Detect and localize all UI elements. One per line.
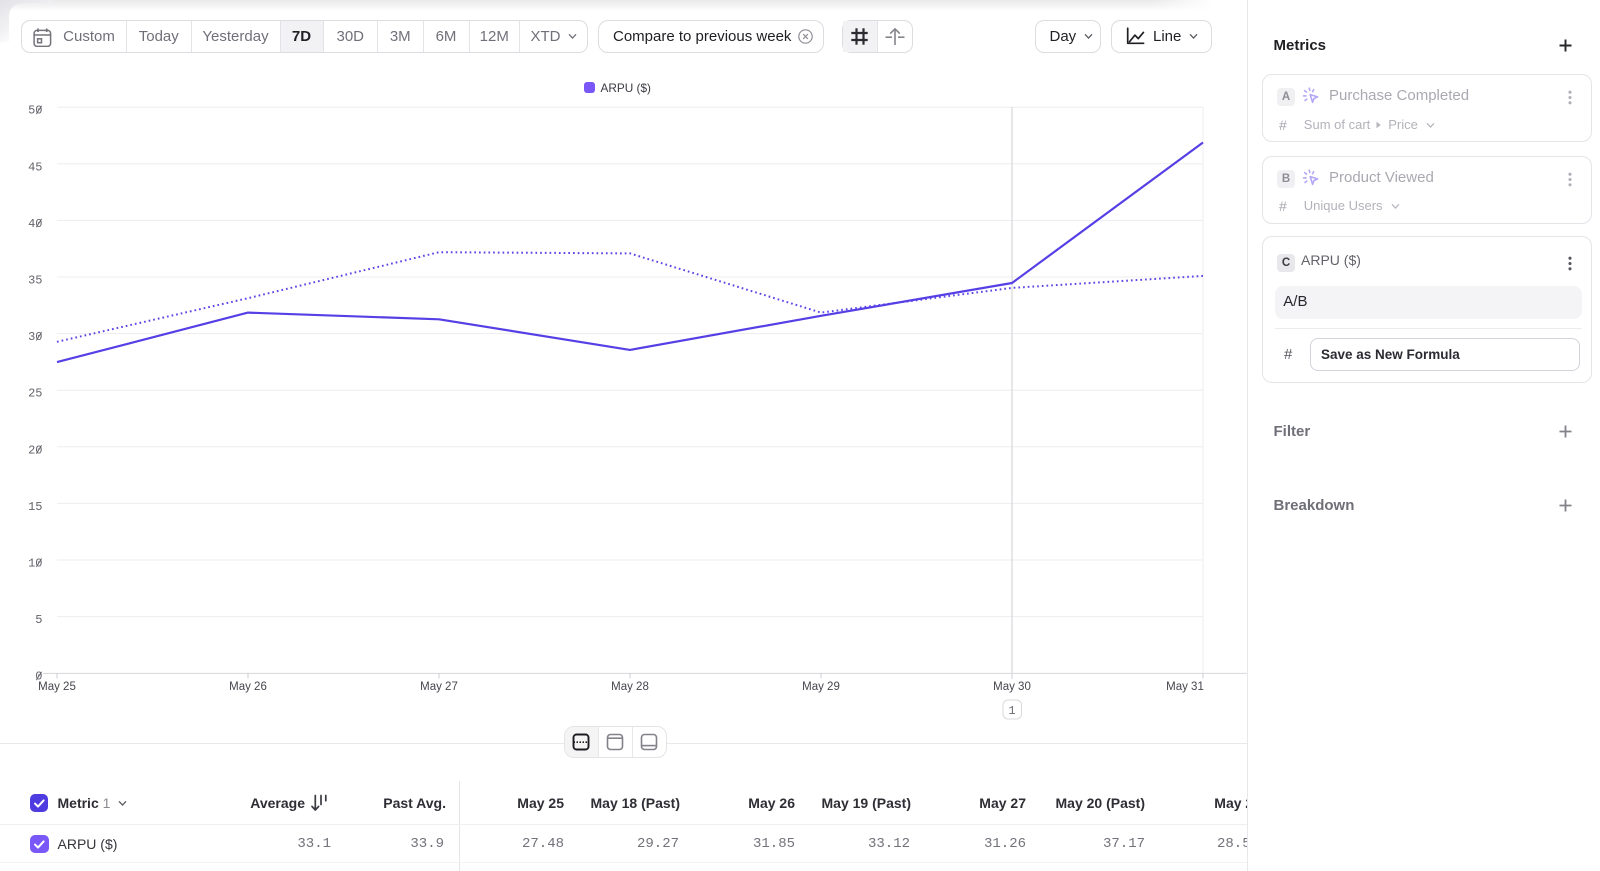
svg-text:May 29: May 29: [802, 681, 840, 693]
svg-text:May 28: May 28: [611, 681, 649, 693]
svg-text:35: 35: [28, 274, 42, 288]
svg-text:30: 30: [28, 330, 42, 344]
svg-text:45: 45: [28, 160, 42, 174]
svg-text:50: 50: [28, 104, 42, 118]
svg-text:1: 1: [1008, 704, 1015, 718]
svg-text:10: 10: [28, 557, 42, 571]
svg-text:20: 20: [28, 443, 42, 457]
svg-text:May 26: May 26: [229, 681, 267, 693]
svg-text:40: 40: [28, 217, 42, 231]
svg-text:25: 25: [28, 387, 42, 401]
svg-text:May 25: May 25: [38, 681, 76, 693]
svg-text:15: 15: [28, 500, 42, 514]
svg-text:May 30: May 30: [993, 681, 1031, 693]
svg-text:May 31: May 31: [1166, 681, 1204, 693]
svg-text:5: 5: [35, 613, 42, 627]
svg-text:May 27: May 27: [420, 681, 458, 693]
